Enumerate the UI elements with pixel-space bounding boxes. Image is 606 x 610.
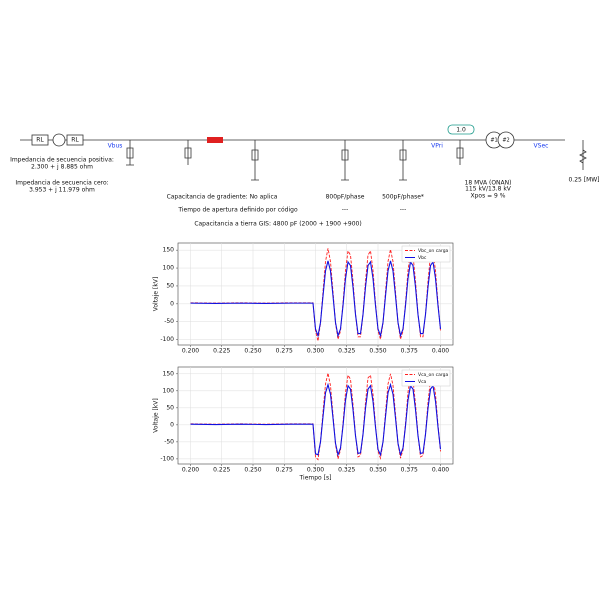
x-tick-label: 0.325 [338, 348, 355, 355]
y-tick-label: 100 [163, 265, 175, 272]
note: Capacitancia a tierra GIS: 4800 pF (2000… [194, 221, 361, 228]
x-tick-label: 0.300 [307, 467, 324, 474]
x-tick-label: 0.400 [432, 467, 449, 474]
y-axis-label: Voltaje [kV] [153, 277, 160, 312]
cap-value: --- [400, 207, 407, 214]
bus-label: VSec [534, 143, 549, 150]
x-tick-label: 0.225 [213, 348, 230, 355]
impedance-value: 2.300 + j 8.885 ohm [31, 164, 93, 171]
x-tick-label: 0.200 [182, 348, 199, 355]
legend-label: Vbc_on carga [418, 248, 449, 254]
chart: 0.200 0.225 0.250 0.275 0.300 0.325 0.350 0.375… [153, 242, 454, 355]
y-axis-label: Voltaje [kV] [153, 398, 160, 433]
y-tick-label: -100 [160, 336, 174, 343]
circuit: RL RL Vbus VPri VSec 1.0 #1 #2 18 MVA (O… [10, 124, 600, 228]
y-tick-label: -50 [164, 438, 174, 445]
winding-label: #2 [502, 138, 509, 144]
x-tick-label: 0.375 [401, 467, 418, 474]
y-tick-label: 50 [166, 404, 174, 411]
bus-label: Vbus [108, 143, 123, 150]
x-tick-label: 0.275 [276, 467, 293, 474]
gain-label: 1.0 [456, 127, 466, 134]
y-tick-label: 150 [163, 370, 175, 377]
y-tick-label: -50 [164, 318, 174, 325]
cap-value: --- [342, 207, 349, 214]
series-line [190, 373, 441, 461]
rl-label: RL [36, 137, 44, 144]
breaker [207, 137, 223, 143]
rl-label: RL [71, 137, 79, 144]
y-tick-label: 150 [163, 247, 175, 254]
source [52, 133, 66, 147]
x-tick-label: 0.375 [401, 348, 418, 355]
series-line [190, 382, 442, 457]
legend-label: Vbc [418, 255, 427, 261]
note: Tiempo de apertura definido por código [177, 207, 298, 214]
x-tick-label: 0.250 [244, 348, 261, 355]
gain-box [447, 124, 475, 135]
shunt-elements [126, 140, 587, 181]
transformer-voltage: 115 kV/13.8 kV [465, 186, 512, 193]
transformer-xpos: Xpos = 9 % [471, 193, 506, 200]
x-tick-label: 0.350 [369, 348, 386, 355]
winding-label: #1 [490, 138, 497, 144]
rl-block [66, 134, 84, 146]
x-tick-label: 0.200 [182, 467, 199, 474]
series-line [190, 260, 442, 338]
cap-label: 500pF/phase* [382, 194, 424, 201]
x-tick-label: 0.325 [338, 467, 355, 474]
y-tick-label: 0 [170, 300, 174, 307]
cap-label: 800pF/phase [326, 194, 365, 201]
x-tick-label: 0.250 [244, 467, 261, 474]
x-tick-label: 0.225 [213, 467, 230, 474]
y-tick-label: -100 [160, 455, 174, 462]
y-tick-label: 0 [170, 421, 174, 428]
x-tick-label: 0.350 [369, 467, 386, 474]
bus-label: VPri [431, 143, 443, 150]
legend-label: Vca_on carga [418, 372, 448, 378]
y-tick-label: 50 [166, 282, 174, 289]
x-tick-label: 0.300 [307, 348, 324, 355]
x-tick-label: 0.275 [276, 348, 293, 355]
impedance-label: Impedancia de secuencia cero: [15, 180, 108, 187]
impedance-value: 3.953 + j 11.979 ohm [29, 187, 95, 194]
x-tick-label: 0.400 [432, 348, 449, 355]
transformer-rating: 18 MVA (ONAN) [465, 180, 512, 187]
legend-label: Vca [418, 379, 427, 385]
load-label: 0.25 [MW] [568, 177, 599, 184]
chart: 0.200 0.225 0.250 0.275 0.300 0.325 0.350 0.375… [153, 366, 454, 482]
impedance-label: Impedancia de secuencia positiva: [10, 157, 114, 164]
rl-block [31, 134, 49, 146]
x-axis-label: Tiempo [s] [299, 475, 332, 482]
transformer-winding [497, 131, 515, 149]
y-tick-label: 100 [163, 387, 175, 394]
note: Capacitancia de gradiente: No aplica [167, 194, 278, 201]
